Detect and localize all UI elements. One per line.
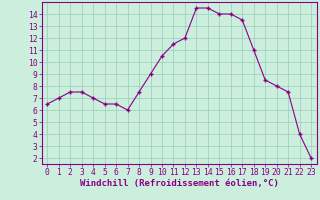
X-axis label: Windchill (Refroidissement éolien,°C): Windchill (Refroidissement éolien,°C) xyxy=(80,179,279,188)
